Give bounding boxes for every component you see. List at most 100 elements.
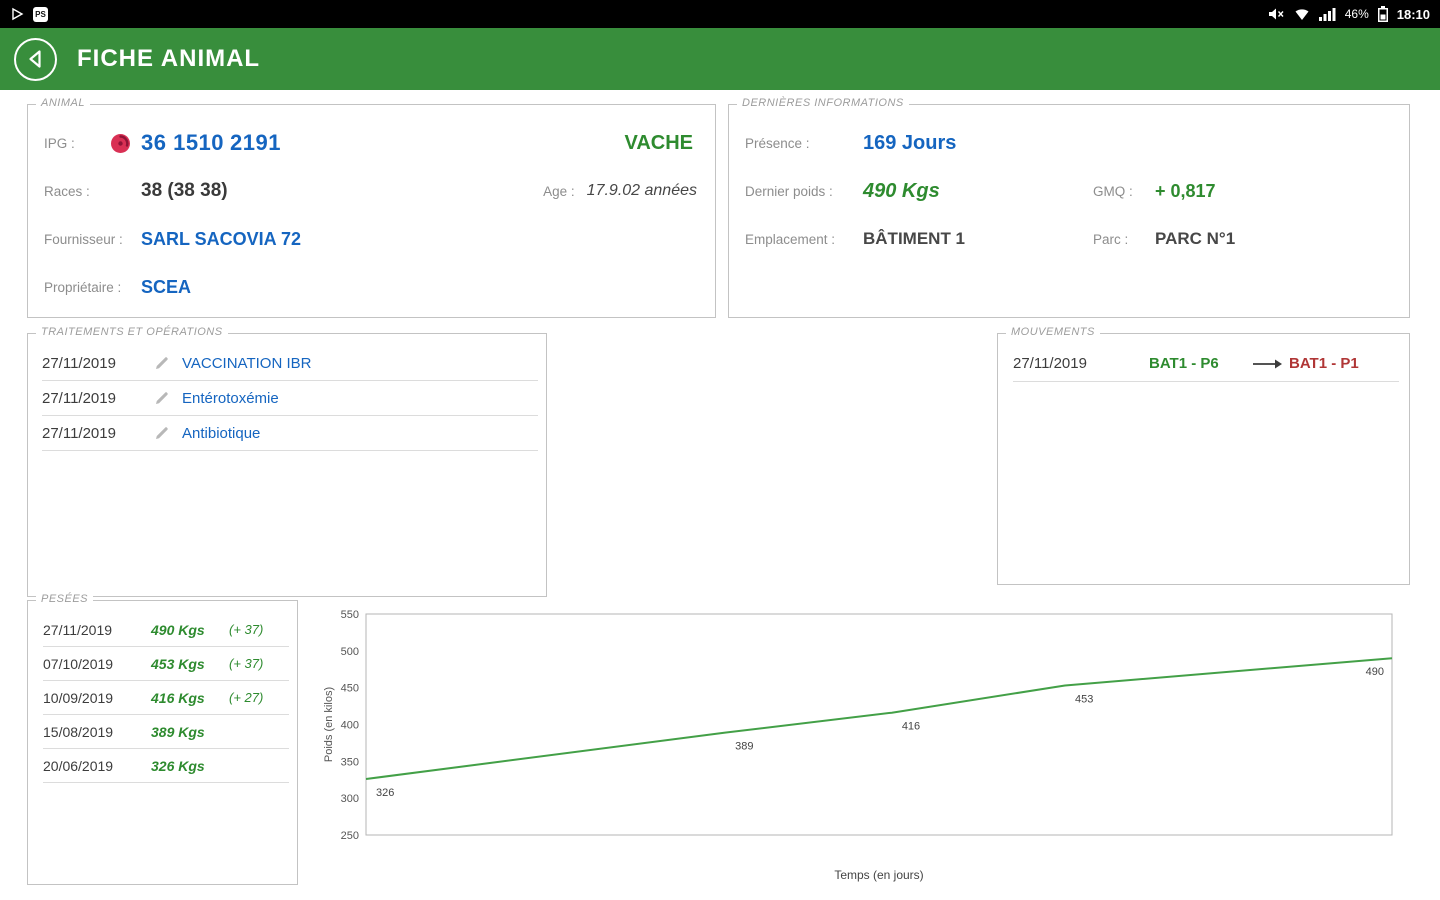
age-group: Age : 17.9.02 années xyxy=(543,182,699,200)
svg-text:Temps (en jours): Temps (en jours) xyxy=(834,868,923,882)
panel-mouvements-legend: MOUVEMENTS xyxy=(1006,326,1100,338)
edit-icon xyxy=(154,355,182,371)
panel-mouvements: MOUVEMENTS 27/11/2019 BAT1 - P6 BAT1 - P… xyxy=(997,326,1410,585)
weigh-value: 389 Kgs xyxy=(151,723,205,740)
table-row[interactable]: 20/06/2019 326 Kgs xyxy=(43,749,289,783)
table-row[interactable]: 27/11/2019 Antibiotique xyxy=(42,416,538,451)
table-row[interactable]: 27/11/2019 VACCINATION IBR xyxy=(42,346,538,381)
app-header: FICHE ANIMAL xyxy=(0,28,1440,90)
parc-value: PARC N°1 xyxy=(1155,229,1236,248)
gmq-value: + 0,817 xyxy=(1155,180,1216,201)
weigh-date: 15/08/2019 xyxy=(43,723,114,740)
weigh-date: 07/10/2019 xyxy=(43,655,114,672)
weigh-value: 326 Kgs xyxy=(151,757,205,774)
weigh-delta: (+ 37) xyxy=(229,656,264,671)
panel-infos: DERNIÈRES INFORMATIONS Présence : 169 Jo… xyxy=(728,97,1410,318)
signal-icon xyxy=(1318,8,1336,21)
panel-pesees-legend: PESÉES xyxy=(36,593,94,605)
presence-label: Présence : xyxy=(745,135,810,151)
svg-text:490: 490 xyxy=(1366,666,1384,678)
edit-icon xyxy=(154,390,182,406)
races-value: 38 (38 38) xyxy=(141,180,228,201)
clock: 18:10 xyxy=(1396,6,1430,22)
parc-group: Parc : PARC N°1 xyxy=(1093,229,1393,249)
presence-value: 169 Jours xyxy=(863,131,957,154)
status-bar-right: 46% 18:10 xyxy=(1268,6,1430,22)
ipg-row: IPG : 36 1510 2191 VACHE xyxy=(44,119,699,167)
main-content: ANIMAL IPG : 36 1510 2191 VACHE Races : 3… xyxy=(0,90,1440,900)
svg-text:500: 500 xyxy=(341,646,359,658)
battery-percent: 46% xyxy=(1344,7,1369,21)
ear-tag-icon xyxy=(111,133,130,153)
app-notification-icon: PS xyxy=(33,6,48,22)
notification-play-icon xyxy=(12,7,24,21)
panel-pesees: PESÉES 27/11/2019 490 Kgs (+ 37) 07/10/2… xyxy=(27,593,298,885)
table-row[interactable]: 27/11/2019 BAT1 - P6 BAT1 - P1 xyxy=(1013,346,1399,382)
parc-label: Parc : xyxy=(1093,231,1129,247)
table-row[interactable]: 27/11/2019 Entérotoxémie xyxy=(42,381,538,416)
panel-traitements-legend: TRAITEMENTS ET OPÉRATIONS xyxy=(36,326,228,338)
emplacement-label: Emplacement : xyxy=(745,231,836,247)
weigh-date: 27/11/2019 xyxy=(43,621,113,638)
page-title: FICHE ANIMAL xyxy=(77,45,261,72)
ipg-value: 36 1510 2191 xyxy=(141,130,281,155)
treatment-date: 27/11/2019 xyxy=(42,354,116,372)
fournisseur-value: SARL SACOVIA 72 xyxy=(141,228,302,249)
svg-text:250: 250 xyxy=(341,830,359,842)
wifi-icon xyxy=(1295,8,1309,20)
svg-text:400: 400 xyxy=(341,720,359,732)
weight-chart: 250 300 350 400 450 500 550 Poids (en kilos) Tem… xyxy=(318,598,1408,893)
status-bar-left: PS xyxy=(10,6,48,22)
panel-traitements: TRAITEMENTS ET OPÉRATIONS 27/11/2019 VAC… xyxy=(27,326,547,597)
battery-icon xyxy=(1377,6,1388,22)
weigh-value: 490 Kgs xyxy=(151,621,205,638)
app-notification-label: PS xyxy=(35,9,46,19)
gmq-group: GMQ : + 0,817 xyxy=(1093,181,1393,202)
table-row[interactable]: 27/11/2019 490 Kgs (+ 37) xyxy=(43,613,289,647)
svg-text:450: 450 xyxy=(341,683,359,695)
movement-from: BAT1 - P6 xyxy=(1149,355,1219,372)
presence-row: Présence : 169 Jours xyxy=(745,119,1393,167)
status-bar: PS 46% 18:10 xyxy=(0,0,1440,28)
age-value: 17.9.02 années xyxy=(586,182,697,199)
arrow-right-icon xyxy=(1245,358,1289,370)
age-label: Age : xyxy=(543,183,575,199)
treatment-date: 27/11/2019 xyxy=(42,424,116,442)
races-label: Races : xyxy=(44,183,90,199)
poids-label: Dernier poids : xyxy=(745,183,833,199)
treatment-label: VACCINATION IBR xyxy=(182,354,312,372)
table-row[interactable]: 07/10/2019 453 Kgs (+ 37) xyxy=(43,647,289,681)
gmq-label: GMQ : xyxy=(1093,183,1133,199)
edit-icon xyxy=(154,425,182,441)
svg-text:350: 350 xyxy=(341,756,359,768)
table-row[interactable]: 15/08/2019 389 Kgs xyxy=(43,715,289,749)
poids-row: Dernier poids : 490 Kgs GMQ : + 0,817 xyxy=(745,167,1393,215)
back-button[interactable] xyxy=(14,37,57,81)
svg-text:550: 550 xyxy=(341,609,359,621)
animal-type: VACHE xyxy=(624,131,693,154)
svg-text:416: 416 xyxy=(902,721,920,733)
emplacement-row: Emplacement : BÂTIMENT 1 Parc : PARC N°1 xyxy=(745,215,1393,263)
ipg-label: IPG : xyxy=(44,135,75,151)
dernier-poids-value: 490 Kgs xyxy=(863,179,940,202)
proprietaire-label: Propriétaire : xyxy=(44,279,122,295)
svg-text:453: 453 xyxy=(1075,693,1093,705)
table-row[interactable]: 10/09/2019 416 Kgs (+ 27) xyxy=(43,681,289,715)
weigh-delta: (+ 37) xyxy=(229,622,264,637)
weigh-delta: (+ 27) xyxy=(229,690,264,705)
weigh-date: 20/06/2019 xyxy=(43,757,114,774)
movement-to: BAT1 - P1 xyxy=(1289,355,1359,372)
proprietaire-row: Propriétaire : SCEA xyxy=(44,263,699,311)
weigh-value: 453 Kgs xyxy=(151,655,205,672)
emplacement-value: BÂTIMENT 1 xyxy=(863,229,965,248)
fournisseur-row: Fournisseur : SARL SACOVIA 72 xyxy=(44,215,699,263)
fournisseur-label: Fournisseur : xyxy=(44,231,123,247)
treatment-label: Antibiotique xyxy=(182,424,261,442)
panel-animal: ANIMAL IPG : 36 1510 2191 VACHE Races : 3… xyxy=(27,97,716,318)
panel-infos-legend: DERNIÈRES INFORMATIONS xyxy=(737,97,909,109)
movement-date: 27/11/2019 xyxy=(1013,355,1087,372)
back-icon xyxy=(28,50,41,68)
proprietaire-value: SCEA xyxy=(141,276,192,297)
treatment-date: 27/11/2019 xyxy=(42,389,116,407)
svg-text:389: 389 xyxy=(735,741,753,753)
